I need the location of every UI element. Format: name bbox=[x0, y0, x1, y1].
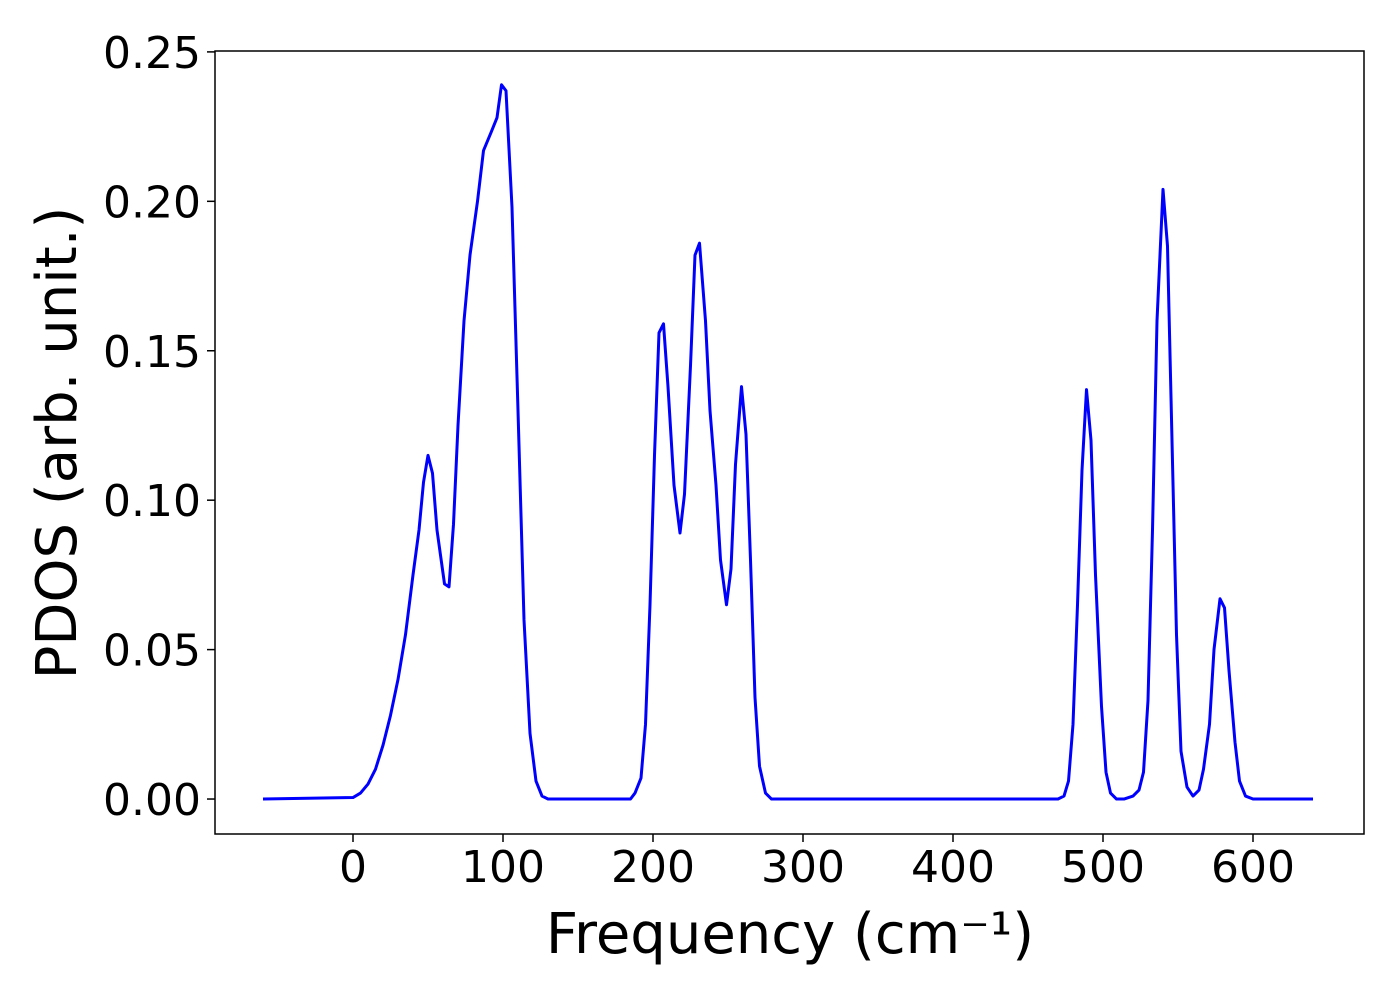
x-tick-label: 0 bbox=[339, 842, 367, 893]
x-tick-label: 200 bbox=[611, 842, 695, 893]
y-tick-label: 0.00 bbox=[103, 775, 201, 826]
plot-frame bbox=[214, 50, 1365, 835]
x-tick-label: 100 bbox=[461, 842, 545, 893]
pdos-line bbox=[262, 83, 1313, 801]
y-tick-label: 0.25 bbox=[103, 28, 201, 79]
y-tick-label: 0.15 bbox=[103, 327, 201, 378]
x-tick-label: 600 bbox=[1211, 842, 1295, 893]
y-tick-label: 0.20 bbox=[103, 177, 201, 228]
x-tick-label: 400 bbox=[911, 842, 995, 893]
x-axis-label: Frequency (cm⁻¹) bbox=[546, 902, 1034, 967]
x-tick-label: 300 bbox=[761, 842, 845, 893]
y-axis-label: PDOS (arb. unit.) bbox=[25, 207, 90, 680]
y-tick-label: 0.05 bbox=[103, 626, 201, 677]
x-tick-label: 500 bbox=[1061, 842, 1145, 893]
y-tick-label: 0.10 bbox=[103, 476, 201, 527]
